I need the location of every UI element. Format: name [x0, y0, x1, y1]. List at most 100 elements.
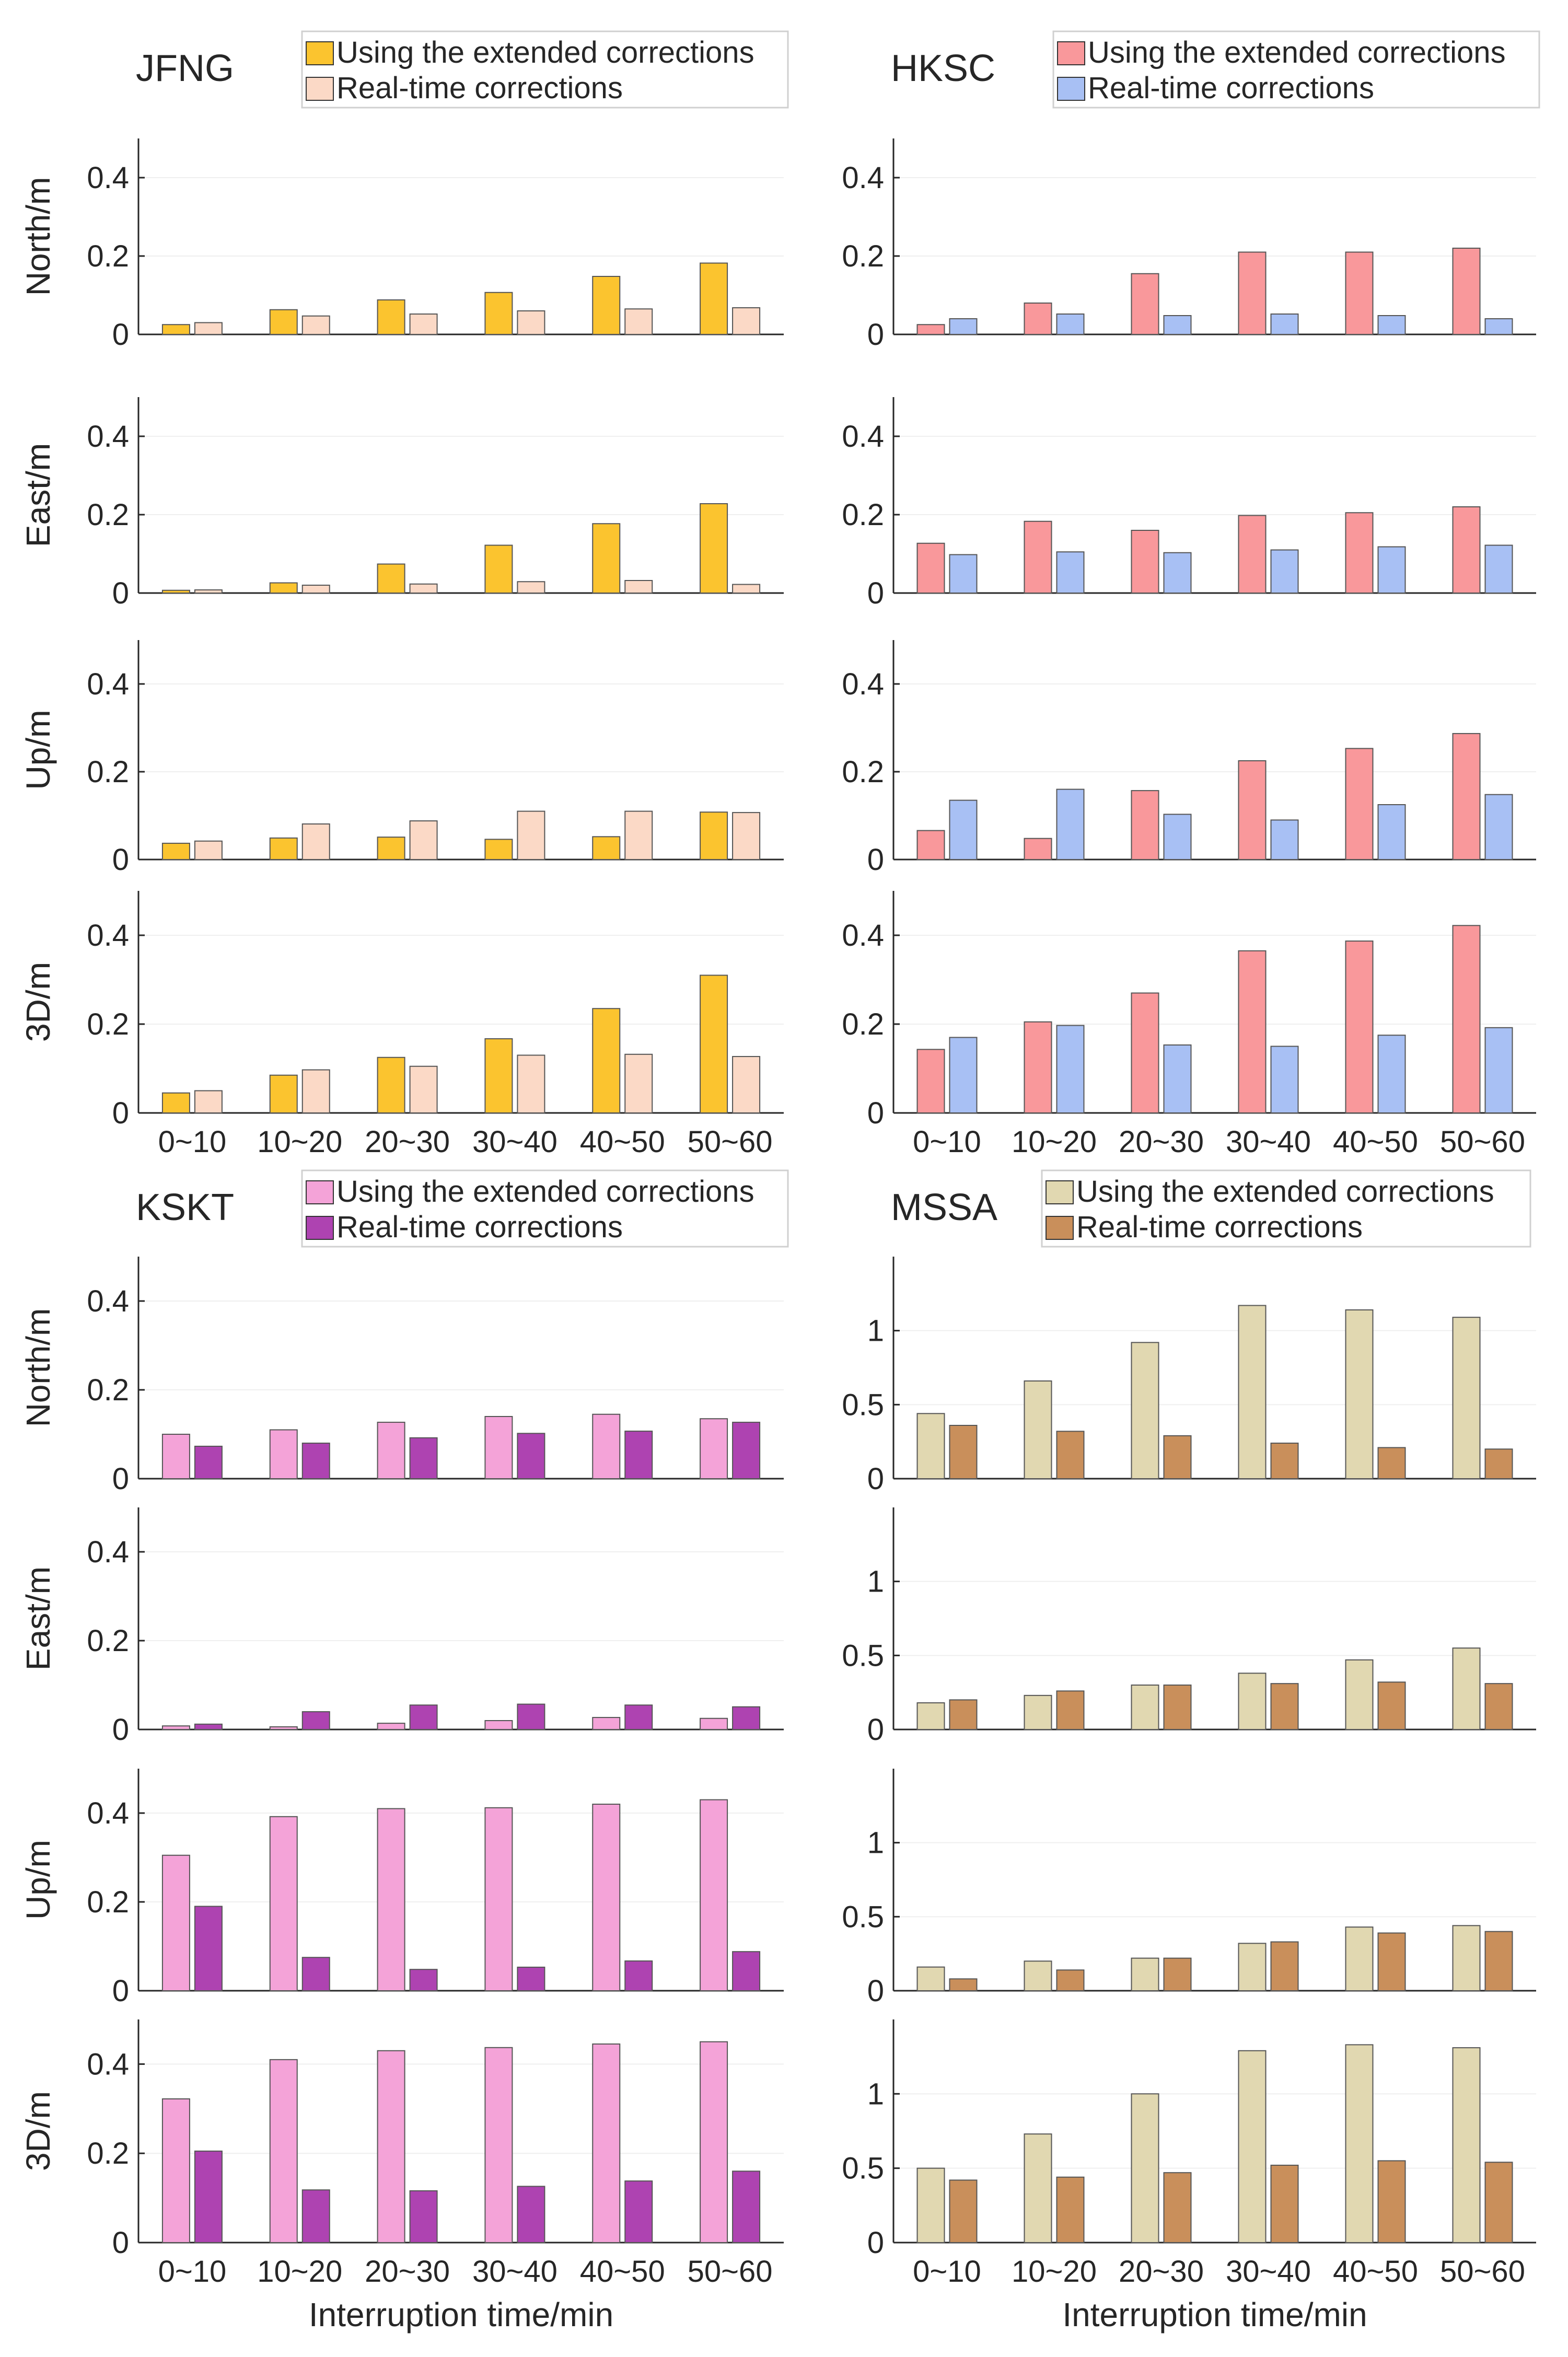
bar-mssa-extended [1238, 2050, 1267, 2244]
bar-kskt-extended [269, 1429, 298, 1479]
y-tick-label: 1 [867, 1565, 884, 1599]
bar-mssa-extended [1345, 1309, 1374, 1479]
bar-hksc-realtime [1270, 1046, 1299, 1113]
x-tick-label: 20~30 [1119, 1125, 1204, 1159]
bar-mssa-realtime [1270, 1683, 1299, 1731]
bar-mssa-extended [916, 1966, 945, 1992]
bar-jfng-extended [161, 1092, 190, 1113]
bar-mssa-realtime [1484, 2162, 1513, 2243]
x-tick-label: 40~50 [1333, 1125, 1418, 1159]
y-tick-label: 0.2 [87, 1373, 129, 1407]
bar-hksc-extended [916, 1049, 945, 1113]
bar-mssa-extended [1452, 1925, 1481, 1991]
y-tick-label: 1 [867, 1314, 884, 1348]
y-tick-label: 0.4 [87, 667, 129, 701]
chart-mssa: MSSA Using the extended correctionsReal-t… [842, 1169, 1536, 2333]
x-tick-label: 30~40 [1226, 1125, 1311, 1159]
y-tick-label: 0 [112, 1713, 129, 1747]
bar-hksc-extended [1345, 941, 1374, 1114]
y-tick-label: 0 [112, 1096, 129, 1130]
bar-jfng-realtime [409, 1065, 438, 1113]
bar-jfng-extended [592, 1008, 621, 1113]
bar-mssa-realtime [1163, 1685, 1192, 1730]
y-tick-label: 1 [867, 2077, 884, 2111]
station-title: JFNG [136, 48, 234, 89]
bar-hksc-realtime [1163, 315, 1192, 335]
x-tick-label: 20~30 [365, 1125, 450, 1159]
bar-mssa-realtime [1377, 1447, 1406, 1479]
bar-jfng-extended [700, 974, 728, 1113]
y-tick-label: 0.5 [842, 1639, 884, 1673]
bar-jfng-realtime [732, 812, 761, 860]
panel-hksc-2: 0 0.2 0.4 East/m [19, 397, 1536, 610]
legend: Using the extended correctionsReal-time … [301, 30, 789, 109]
bar-kskt-realtime [624, 1960, 653, 1992]
panel-kskt-4: 0 0.2 0.4 3D/m 0~10 10~20 20~30 30~40 40~50 50~60… [19, 2019, 784, 2333]
bar-mssa-realtime [1377, 1932, 1406, 1991]
y-tick-label: 1 [867, 1826, 884, 1860]
bar-jfng-extended [269, 1074, 298, 1113]
bar-mssa-realtime [949, 1699, 978, 1730]
y-tick-label: 0.4 [87, 1796, 129, 1830]
panel-jfng-3: 0 0.2 0.4 Up/m [19, 640, 784, 877]
legend-entry: Real-time corrections [1076, 1210, 1363, 1244]
y-tick-label: 0.4 [842, 919, 884, 953]
bar-hksc-extended [1131, 992, 1159, 1113]
x-tick-label: 0~10 [158, 2255, 227, 2289]
bar-kskt-extended [700, 1418, 728, 1479]
bar-mssa-realtime [1163, 1957, 1192, 1992]
bar-mssa-realtime [1056, 1969, 1085, 1991]
bar-jfng-extended [161, 842, 190, 861]
y-axis-label: 3D/m [19, 2091, 57, 2171]
bar-mssa-extended [1452, 1317, 1481, 1480]
bar-kskt-realtime [624, 1704, 653, 1730]
y-tick-label: 0 [112, 1462, 129, 1496]
bar-mssa-realtime [949, 1978, 978, 1991]
bar-kskt-extended [161, 2098, 190, 2243]
bar-kskt-extended [592, 2043, 621, 2243]
x-tick-label: 40~50 [580, 2255, 665, 2289]
bar-kskt-extended [161, 1434, 190, 1479]
bar-mssa-realtime [1484, 1683, 1513, 1731]
bar-hksc-extended [1024, 838, 1052, 861]
bar-mssa-extended [1131, 1342, 1159, 1479]
bar-kskt-extended [161, 1854, 190, 1991]
y-tick-label: 0 [867, 576, 884, 610]
bar-mssa-extended [1238, 1943, 1267, 1991]
y-tick-label: 0 [112, 576, 129, 610]
y-axis-label: East/m [19, 1566, 57, 1670]
y-tick-label: 0.2 [87, 239, 129, 273]
bar-kskt-realtime [409, 1969, 438, 1991]
y-tick-label: 0 [867, 1096, 884, 1130]
bar-jfng-realtime [624, 1053, 653, 1114]
bar-jfng-realtime [301, 823, 330, 860]
bar-mssa-realtime [1484, 1448, 1513, 1479]
bar-hksc-realtime [1484, 1027, 1513, 1114]
bar-jfng-extended [269, 309, 298, 335]
bar-kskt-realtime [517, 2186, 545, 2243]
bar-kskt-extended [377, 1723, 405, 1731]
bar-hksc-extended [1131, 790, 1159, 860]
bar-hksc-extended [1024, 520, 1052, 594]
bar-mssa-extended [916, 1413, 945, 1479]
bar-kskt-realtime [194, 2150, 223, 2244]
bar-kskt-extended [484, 1807, 513, 1992]
bar-kskt-extended [269, 1816, 298, 1992]
y-axis-label: North/m [19, 177, 57, 296]
bar-jfng-extended [700, 811, 728, 861]
bar-jfng-extended [269, 837, 298, 860]
y-tick-label: 0 [867, 1462, 884, 1496]
bar-kskt-realtime [409, 1704, 438, 1730]
bar-mssa-extended [1238, 1673, 1267, 1730]
bar-hksc-extended [916, 542, 945, 594]
bar-jfng-realtime [409, 314, 438, 335]
y-tick-label: 0 [112, 318, 129, 352]
bar-jfng-extended [161, 324, 190, 335]
y-tick-label: 0.2 [842, 498, 884, 532]
bar-mssa-extended [1345, 1659, 1374, 1730]
bar-hksc-extended [1452, 925, 1481, 1114]
bar-kskt-extended [161, 1725, 190, 1730]
bar-jfng-realtime [409, 583, 438, 594]
legend-entry: Using the extended corrections [1088, 36, 1506, 69]
x-tick-label: 40~50 [1333, 2255, 1418, 2289]
